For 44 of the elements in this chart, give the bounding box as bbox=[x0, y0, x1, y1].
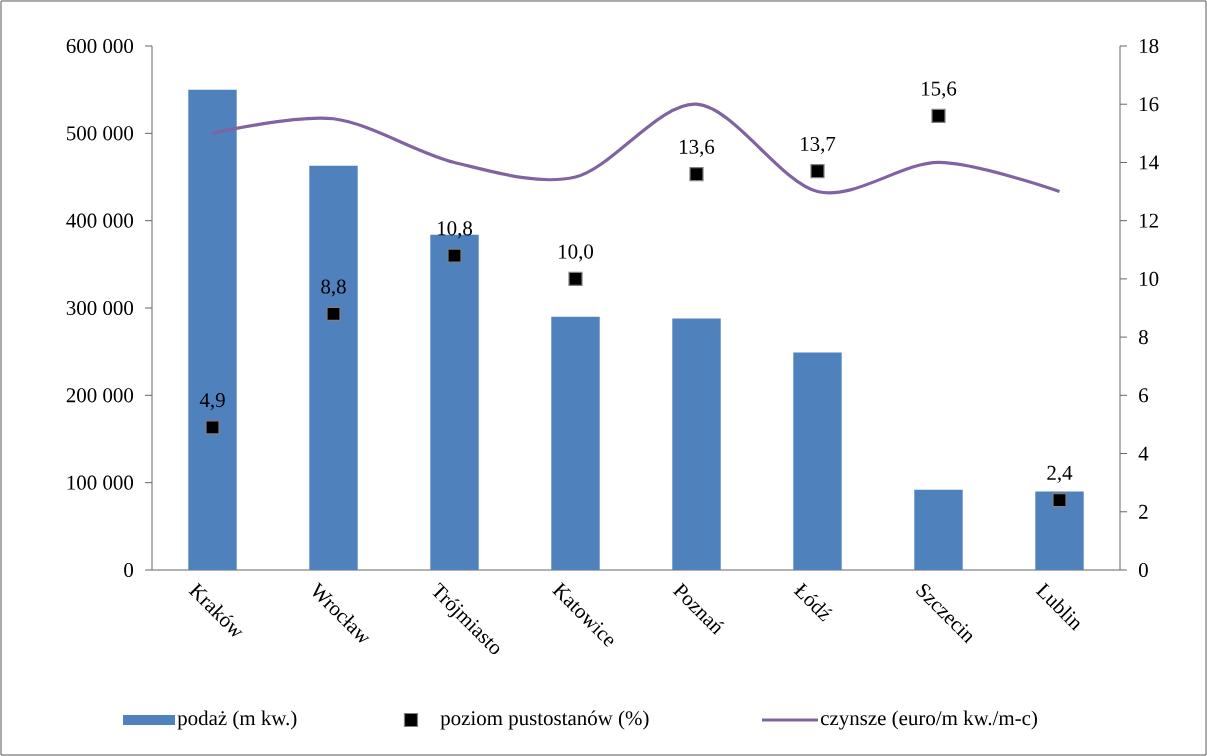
point bbox=[1052, 493, 1067, 508]
bar bbox=[551, 316, 600, 570]
data-label: 15,6 bbox=[922, 81, 957, 99]
bar bbox=[188, 89, 237, 570]
y2-tick-label: 8 bbox=[1138, 330, 1148, 345]
point bbox=[205, 420, 220, 435]
y2-tick-label: 0 bbox=[1138, 562, 1148, 578]
data-label: 13,6 bbox=[680, 139, 715, 157]
y2-tick-label: 10 bbox=[1140, 271, 1159, 286]
data-label: 10,0 bbox=[559, 244, 594, 262]
line-series bbox=[210, 102, 1062, 195]
y-tick-label: 200 000 bbox=[66, 388, 134, 403]
bar bbox=[914, 489, 963, 570]
data-label: 8,8 bbox=[321, 279, 346, 297]
y2-tick-label: 2 bbox=[1139, 504, 1148, 519]
point bbox=[568, 271, 583, 286]
point bbox=[810, 164, 825, 179]
y2-tick-label: 12 bbox=[1140, 213, 1158, 228]
y-tick-label: 600 000 bbox=[66, 38, 134, 54]
y-tick-label: 400 000 bbox=[66, 213, 134, 228]
data-label: 2,4 bbox=[1047, 465, 1073, 483]
legend-label: czynsze (euro/m kw./m-c) bbox=[821, 710, 1037, 730]
y-tick-label: 0 bbox=[124, 562, 134, 578]
legend-label: podaż (m kw.) bbox=[177, 710, 297, 730]
bar bbox=[672, 318, 721, 570]
y-tick-label: 100 000 bbox=[67, 475, 134, 490]
point bbox=[931, 108, 946, 123]
y-tick-label: 500 000 bbox=[67, 126, 134, 141]
y2-tick-label: 4 bbox=[1138, 446, 1149, 461]
legend-label: poziom pustostanów (%) bbox=[440, 710, 649, 730]
bar bbox=[1035, 491, 1084, 570]
point bbox=[689, 166, 704, 182]
y2-tick-label: 16 bbox=[1140, 97, 1159, 112]
point bbox=[447, 248, 462, 263]
point bbox=[326, 306, 341, 321]
bar bbox=[793, 352, 842, 570]
data-label: 4,9 bbox=[199, 393, 225, 411]
bar bbox=[309, 165, 358, 570]
y2-tick-label: 14 bbox=[1140, 155, 1159, 170]
y-tick-label: 300 000 bbox=[66, 300, 134, 316]
y2-tick-label: 6 bbox=[1139, 388, 1149, 403]
y2-tick-label: 18 bbox=[1140, 38, 1159, 54]
data-label: 13,7 bbox=[801, 136, 836, 154]
data-label: 10,8 bbox=[438, 221, 473, 239]
